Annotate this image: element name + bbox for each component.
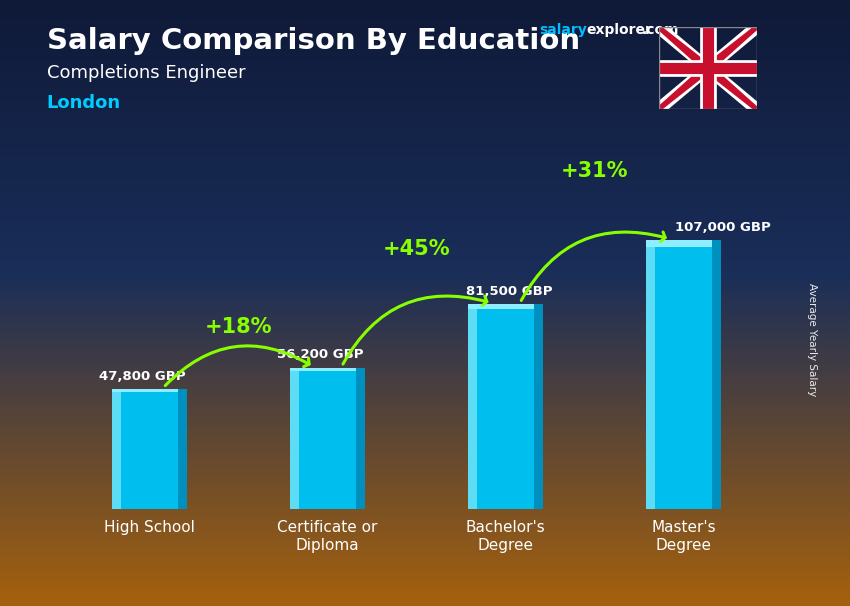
Text: Average Yearly Salary: Average Yearly Salary <box>807 283 817 396</box>
Bar <box>468 304 477 509</box>
Bar <box>178 389 186 509</box>
Text: salary: salary <box>540 23 587 37</box>
Bar <box>290 368 365 509</box>
Text: 81,500 GBP: 81,500 GBP <box>467 285 552 298</box>
Text: London: London <box>47 94 121 112</box>
Text: 107,000 GBP: 107,000 GBP <box>675 221 771 234</box>
Bar <box>111 389 121 509</box>
Text: +45%: +45% <box>382 239 450 259</box>
Bar <box>356 368 365 509</box>
Text: .com: .com <box>642 23 679 37</box>
Bar <box>111 389 186 392</box>
Text: +31%: +31% <box>561 161 628 181</box>
Bar <box>468 304 543 309</box>
Text: Salary Comparison By Education: Salary Comparison By Education <box>47 27 580 55</box>
Bar <box>534 304 543 509</box>
Bar <box>647 240 722 509</box>
Bar <box>647 240 655 509</box>
Bar <box>290 368 365 371</box>
Bar <box>290 368 299 509</box>
Bar <box>468 304 543 509</box>
Text: explorer: explorer <box>586 23 653 37</box>
Bar <box>712 240 722 509</box>
Text: 47,800 GBP: 47,800 GBP <box>99 370 186 382</box>
Bar <box>647 240 722 247</box>
Bar <box>111 389 186 509</box>
Text: Completions Engineer: Completions Engineer <box>47 64 246 82</box>
Text: +18%: +18% <box>205 316 272 336</box>
Text: 56,200 GBP: 56,200 GBP <box>277 348 364 362</box>
